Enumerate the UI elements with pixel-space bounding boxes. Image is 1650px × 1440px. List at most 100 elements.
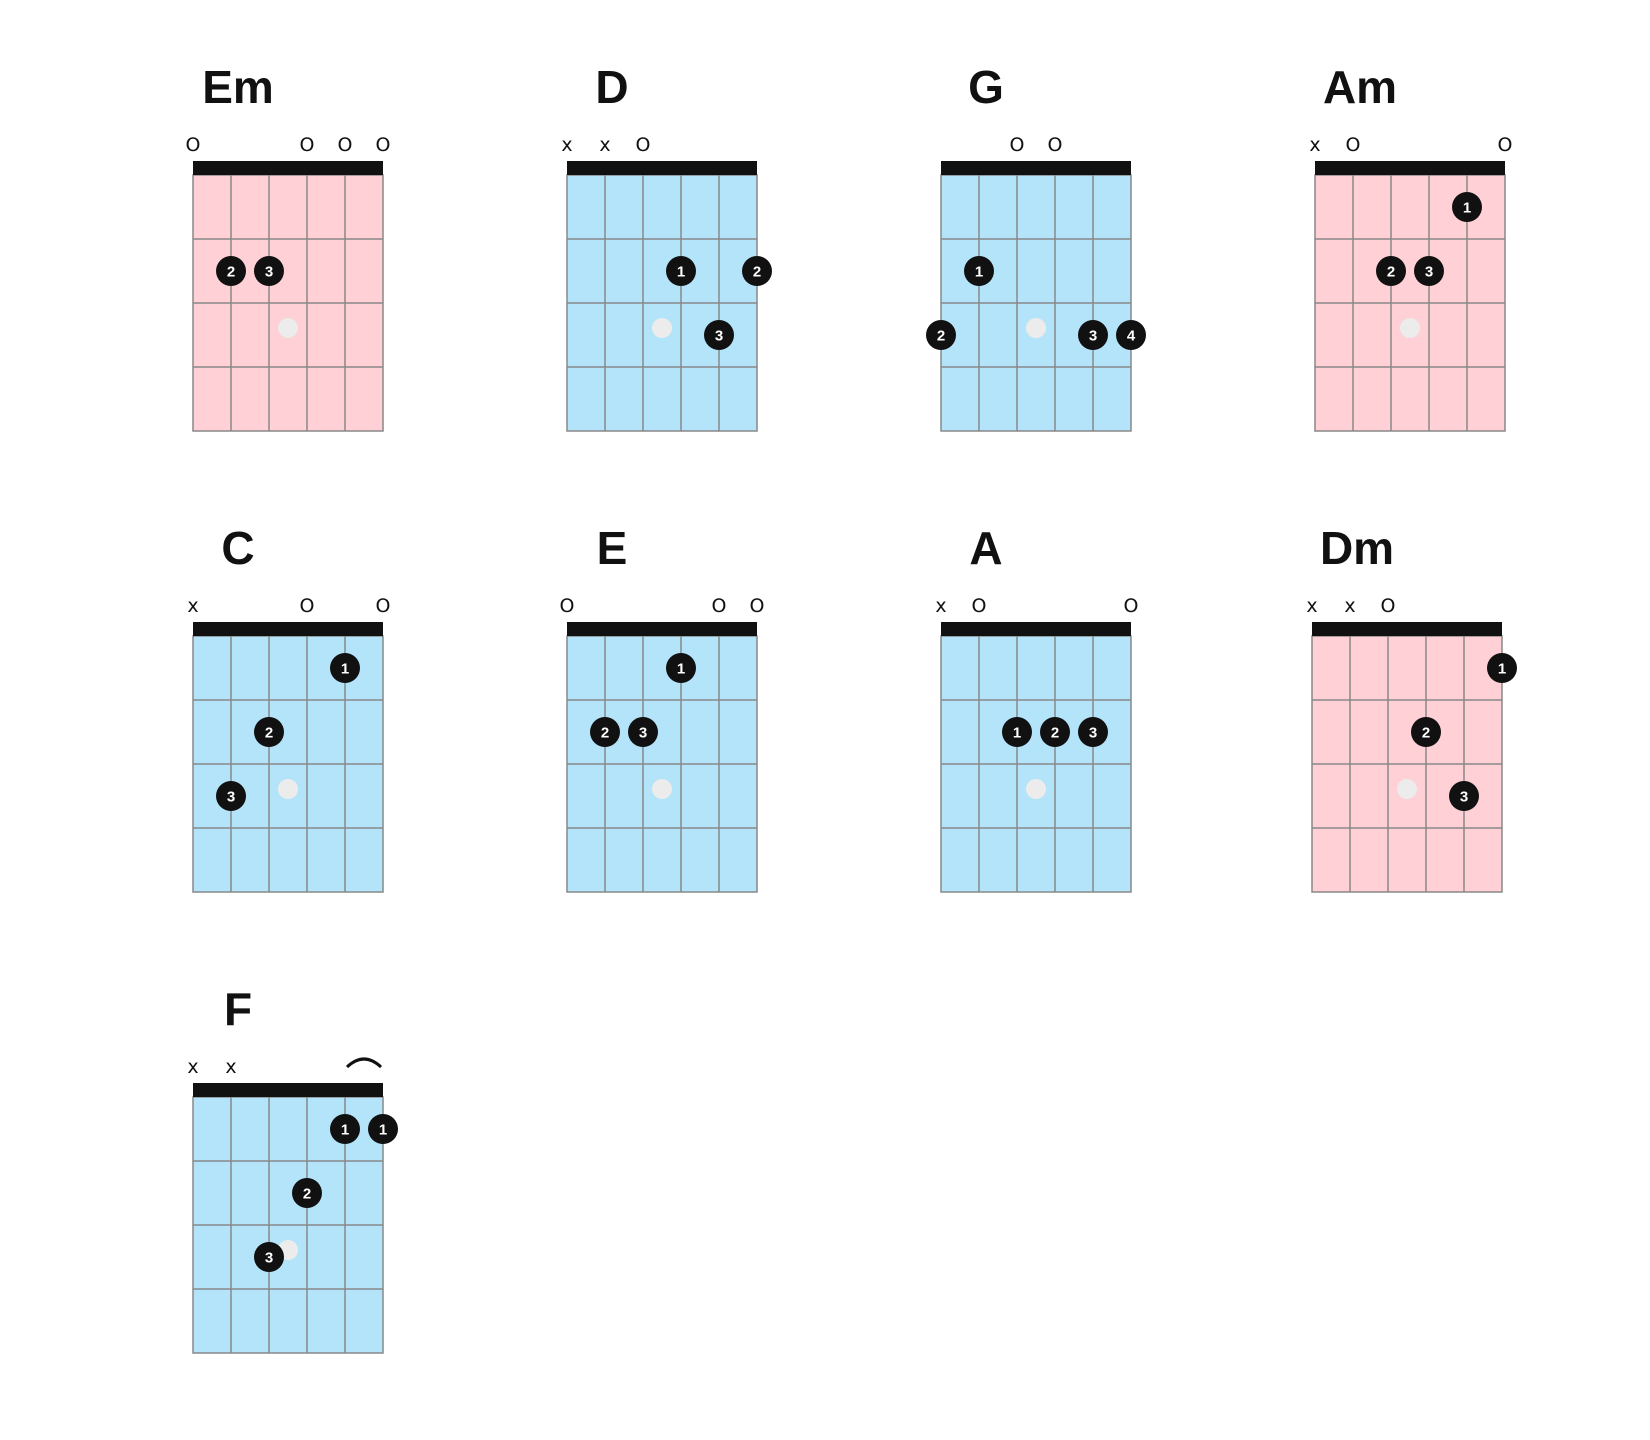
open-string-marker: O <box>338 134 353 156</box>
finger-number: 2 <box>265 725 273 742</box>
finger-number: 2 <box>1051 725 1059 742</box>
finger-number: 2 <box>753 264 761 281</box>
finger-dot <box>1078 717 1108 747</box>
finger-dot <box>254 1242 284 1272</box>
finger-dot <box>1414 256 1444 286</box>
finger-number: 1 <box>1498 661 1506 678</box>
muted-string-marker: x <box>599 134 610 156</box>
chord-diagram-e: E O O O 1 2 3 <box>517 461 877 893</box>
open-string-marker: O <box>712 595 727 617</box>
open-string-marker: O <box>186 134 201 156</box>
finger-number: 2 <box>937 328 945 345</box>
muted-string-marker: x <box>935 595 946 617</box>
chord-diagram-c: C x O O 1 2 3 <box>143 461 503 893</box>
open-string-marker: O <box>972 595 987 617</box>
finger-number: 2 <box>227 264 235 281</box>
fretboard: x O O 1 2 3 <box>187 595 390 893</box>
open-string-marker: O <box>1498 134 1513 156</box>
finger-number: 3 <box>265 1250 273 1267</box>
nut <box>193 622 383 636</box>
finger-dot <box>742 256 772 286</box>
finger-dot <box>666 653 696 683</box>
fret-inlay-marker <box>1026 779 1046 799</box>
chord-name: Dm <box>1319 522 1395 574</box>
fretboard: O O O 1 2 3 <box>560 595 765 893</box>
finger-number: 3 <box>265 264 273 281</box>
chord-name: G <box>968 61 1004 113</box>
finger-number: 3 <box>1089 328 1097 345</box>
open-string-marker: O <box>636 134 651 156</box>
finger-dot <box>1487 653 1517 683</box>
nut <box>193 1083 383 1097</box>
fret-inlay-marker <box>652 779 672 799</box>
fret-inlay-marker <box>1397 779 1417 799</box>
muted-string-marker: x <box>225 1056 236 1078</box>
fret-inlay-marker <box>652 318 672 338</box>
muted-string-marker: x <box>187 595 198 617</box>
finger-dot <box>254 256 284 286</box>
finger-dot <box>1411 717 1441 747</box>
chord-diagram-f: F x x 1 1 2 3 <box>143 922 503 1354</box>
muted-string-marker: x <box>1309 134 1320 156</box>
finger-dot <box>216 256 246 286</box>
chord-name: Am <box>1322 61 1398 113</box>
chord-name: C <box>221 522 255 574</box>
finger-number: 2 <box>601 725 609 742</box>
finger-number: 1 <box>341 1122 349 1139</box>
finger-number: 1 <box>341 661 349 678</box>
finger-dot <box>628 717 658 747</box>
finger-dot <box>704 320 734 350</box>
nut <box>1315 161 1505 175</box>
fret-inlay-marker <box>278 779 298 799</box>
fretboard: x x O 1 2 3 <box>561 134 772 432</box>
nut <box>941 161 1131 175</box>
chord-diagram-am: Am x O O 1 2 3 <box>1265 0 1625 432</box>
finger-number: 1 <box>1463 200 1471 217</box>
chord-diagram-d: D x x O 1 2 3 <box>517 0 877 432</box>
finger-dot <box>330 653 360 683</box>
open-string-marker: O <box>1010 134 1025 156</box>
chord-name: E <box>596 522 628 574</box>
chord-name: D <box>595 61 629 113</box>
finger-dot <box>1002 717 1032 747</box>
muted-string-marker: x <box>561 134 572 156</box>
open-string-marker: O <box>750 595 765 617</box>
chord-name: Em <box>202 61 274 113</box>
fretboard: O O O O 2 3 <box>186 134 391 432</box>
nut <box>567 622 757 636</box>
finger-number: 3 <box>715 328 723 345</box>
muted-string-marker: x <box>187 1056 198 1078</box>
open-string-marker: O <box>1346 134 1361 156</box>
open-string-marker: O <box>300 595 315 617</box>
finger-dot <box>368 1114 398 1144</box>
finger-dot <box>1116 320 1146 350</box>
finger-number: 2 <box>1422 725 1430 742</box>
open-string-marker: O <box>1124 595 1139 617</box>
nut <box>941 622 1131 636</box>
muted-string-marker: x <box>1306 595 1317 617</box>
finger-dot <box>1078 320 1108 350</box>
open-string-marker: O <box>376 134 391 156</box>
chord-diagram-dm: Dm x x O 1 2 3 <box>1262 461 1622 893</box>
nut <box>1312 622 1502 636</box>
muted-string-marker: x <box>1344 595 1355 617</box>
finger-number: 1 <box>677 264 685 281</box>
open-string-marker: O <box>300 134 315 156</box>
finger-number: 1 <box>677 661 685 678</box>
finger-dot <box>254 717 284 747</box>
finger-number: 1 <box>975 264 983 281</box>
barre-arc <box>345 1057 383 1069</box>
finger-dot <box>590 717 620 747</box>
finger-number: 3 <box>639 725 647 742</box>
finger-dot <box>330 1114 360 1144</box>
finger-dot <box>292 1178 322 1208</box>
finger-dot <box>1452 192 1482 222</box>
finger-number: 1 <box>379 1122 387 1139</box>
finger-dot <box>1040 717 1070 747</box>
open-string-marker: O <box>1048 134 1063 156</box>
fret-inlay-marker <box>1400 318 1420 338</box>
finger-dot <box>1449 781 1479 811</box>
nut <box>193 161 383 175</box>
chord-name: A <box>969 522 1003 574</box>
finger-number: 4 <box>1127 328 1136 345</box>
